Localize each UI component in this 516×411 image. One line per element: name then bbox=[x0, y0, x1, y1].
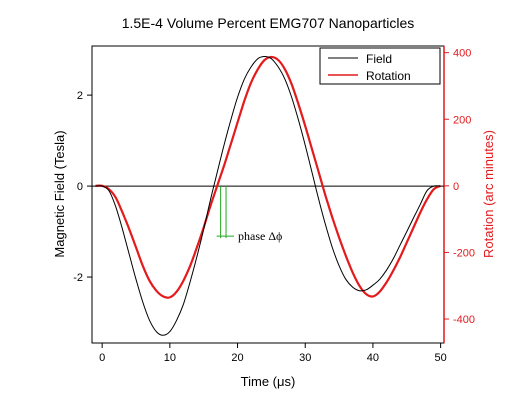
y-right-tick-label: 0 bbox=[453, 181, 459, 193]
y-left-tick-label: 2 bbox=[77, 90, 83, 102]
legend: Field Rotation bbox=[319, 47, 441, 85]
plot-frame bbox=[91, 45, 445, 344]
y-right-tick-label: -200 bbox=[453, 247, 475, 259]
y-right-tick-label: 400 bbox=[453, 48, 471, 60]
x-tick-label: 40 bbox=[367, 352, 379, 364]
y-left-tick-label: -2 bbox=[73, 272, 83, 284]
x-tick-label: 20 bbox=[231, 352, 243, 364]
legend-label-rotation: Rotation bbox=[366, 69, 411, 83]
legend-label-field: Field bbox=[366, 52, 392, 66]
legend-box bbox=[319, 47, 441, 85]
phase-label: phase Δϕ bbox=[238, 229, 282, 243]
x-tick-label: 10 bbox=[164, 352, 176, 364]
rotation-series-line bbox=[95, 55, 442, 299]
x-tick-label: 0 bbox=[99, 352, 105, 364]
chart-title: 1.5E-4 Volume Percent EMG707 Nanoparticl… bbox=[122, 15, 415, 31]
x-tick-label: 30 bbox=[299, 352, 311, 364]
y-right-axis-label: Rotation (arc minutes) bbox=[481, 130, 496, 258]
phase-annotation: phase Δϕ bbox=[216, 186, 282, 243]
y-right-tick-label: 200 bbox=[453, 114, 471, 126]
y-left-axis-label: Magnetic Field (Tesla) bbox=[52, 130, 67, 257]
x-tick-label: 50 bbox=[434, 352, 446, 364]
y-right-ticks: 400 200 0 -200 -400 bbox=[444, 48, 475, 326]
y-left-ticks: 2 0 -2 bbox=[73, 90, 92, 284]
y-left-tick-label: 0 bbox=[77, 181, 83, 193]
y-right-tick-label: -400 bbox=[453, 314, 475, 326]
field-series-line bbox=[95, 56, 441, 336]
x-ticks: 0 10 20 30 40 50 bbox=[99, 343, 447, 364]
x-axis-label: Time (μs) bbox=[241, 374, 296, 389]
